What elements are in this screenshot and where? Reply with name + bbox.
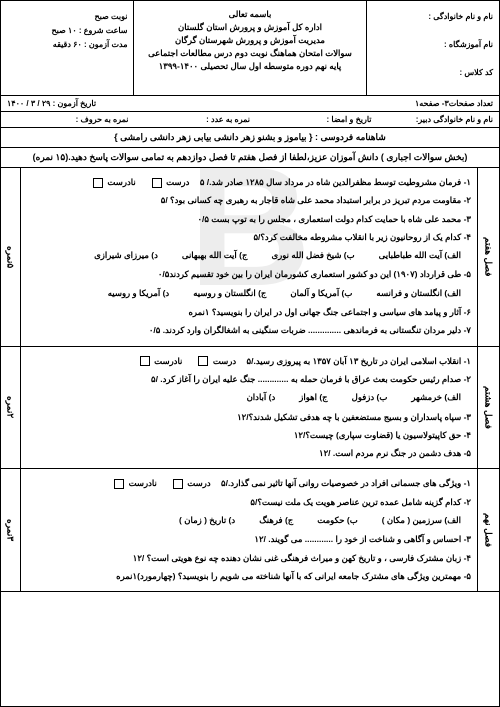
start-time: ساعت شروع : ۱۰ صبح: [7, 26, 127, 35]
chapter9-label: فصل نهم: [477, 469, 499, 591]
c8-q5: ۵- هدف دشمن در جنگ نرم مردم است. /۱۲: [27, 446, 471, 461]
pages-date-row: تعداد صفحات۳- صفحه۱ تاریخ آزمون : ۲۹ / ۳…: [1, 96, 499, 112]
chapter7-score: ۵نمره: [1, 168, 21, 346]
bismillah: باسمه تعالی: [140, 9, 359, 20]
exam-title1: سوالات امتحان هماهنگ نوبت دوم درس مطالعا…: [140, 48, 359, 59]
ministry2: مدیریت آموزش و پرورش شهرستان گرگان: [140, 35, 359, 46]
ministry1: اداره کل آموزش و پرورش استان گلستان: [140, 22, 359, 33]
exam-title2: پایه نهم دوره متوسطه اول سال تحصیلی ۱۴۰۰…: [140, 61, 359, 72]
chapter8-row: فصل هشتم ۱- انقلاب اسلامی ایران در تاریخ…: [1, 347, 499, 470]
shift: نوبت صبح: [7, 12, 127, 21]
c9-q5: ۵- مهمترین ویژگی های مشترک جامعه ایرانی …: [27, 569, 471, 584]
c8-q1: ۱- انقلاب اسلامی ایران در تاریخ ۱۳ آبان …: [247, 356, 471, 366]
c7-q3: ۳- محمد علی شاه با حمایت کدام دولت استعم…: [27, 212, 471, 227]
c9-q3: ۳- احساس و آگاهی و شناخت از خود را .....…: [27, 532, 471, 547]
school-label: نام آموزشگاه :: [373, 40, 493, 49]
teacher-score-row: نام و نام خانوادگی دبیر: تاریخ و امضا : …: [1, 112, 499, 128]
c7-q4: ۴- کدام یک از روحانیون زیر با انقلاب مشر…: [27, 230, 471, 245]
c8-q4: ۴- حق کاپیتولاسیون یا (قضاوت سپاری) چیست…: [27, 428, 471, 443]
c9-q1: ۱- ویژگی های جسمانی افراد در خصوصیات روا…: [221, 478, 471, 488]
header: نام و نام خانوادگی : نام آموزشگاه : کد ک…: [1, 1, 499, 96]
date-sign: تاریخ و امضا :: [250, 115, 372, 124]
exam-date: تاریخ آزمون : ۲۹ / ۳ / ۱۴۰۰: [7, 99, 250, 108]
c8-q3: ۳- سپاه پاسداران و بسیج مستضعفین با چه ه…: [27, 410, 471, 425]
c7-q1: ۱- فرمان مشروطیت توسط مظفرالدین شاه در م…: [200, 177, 471, 187]
chapter8-label: فصل هشتم: [477, 347, 499, 469]
score-word: نمره به حروف :: [7, 115, 129, 124]
chapter9-row: فصل نهم ۱- ویژگی های جسمانی افراد در خصو…: [1, 469, 499, 592]
c7-q2: ۲- مقاومت مردم تبریز در برابر استبداد مح…: [27, 193, 471, 208]
teacher-label: نام و نام خانوادگی دبیر:: [372, 115, 494, 124]
c9-q2: ۲- کدام گزینه شامل عمده ترین عناصر هویت …: [27, 495, 471, 510]
chapter9-score: ۳نمره: [1, 469, 21, 591]
motto: شاهنامه فردوسی : { بیاموز و بشنو زهر دان…: [1, 128, 499, 148]
name-label: نام و نام خانوادگی :: [373, 12, 493, 21]
c7-q5: ۵- طی قرارداد (۱۹۰۷) این دو کشور استعمار…: [27, 267, 471, 282]
c9-q4: ۴- زبان مشترک فارسی ، و تاریخ کهن و میرا…: [27, 551, 471, 566]
chapter7-row: فصل هفتم ۱- فرمان مشروطیت توسط مظفرالدین…: [1, 168, 499, 347]
chapter7-label: فصل هفتم: [477, 168, 499, 346]
chapter8-score: ۲نمره: [1, 347, 21, 469]
c7-q7: ۷- دلیر مردان تنگستانی به فرماندهی .....…: [27, 323, 471, 338]
score-num: نمره به عدد :: [129, 115, 251, 124]
c8-q2: ۲- صدام رئیس حکومت بعث عراق با فرمان حمل…: [27, 372, 471, 387]
c7-q6: ۶- آثار و پیامد های سیاسی و اجتماعی جنگ …: [27, 305, 471, 320]
class-label: کد کلاس :: [373, 68, 493, 77]
duration: مدت آزمون : ۶۰ دقیقه: [7, 40, 127, 49]
section1-title: (بخش سوالات اجباری ) دانش آموزان عزیز،لط…: [1, 148, 499, 168]
pages-label: تعداد صفحات۳- صفحه۱: [250, 99, 493, 108]
